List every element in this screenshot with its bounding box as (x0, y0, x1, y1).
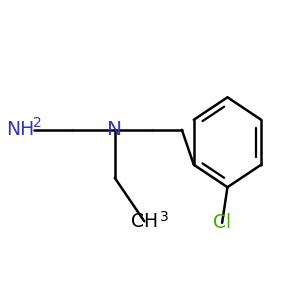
Text: NH: NH (6, 120, 34, 140)
Text: N: N (107, 120, 122, 140)
Text: 2: 2 (33, 116, 42, 130)
Text: Cl: Cl (213, 213, 231, 232)
Text: CH: CH (131, 212, 158, 231)
Text: 3: 3 (160, 210, 169, 224)
